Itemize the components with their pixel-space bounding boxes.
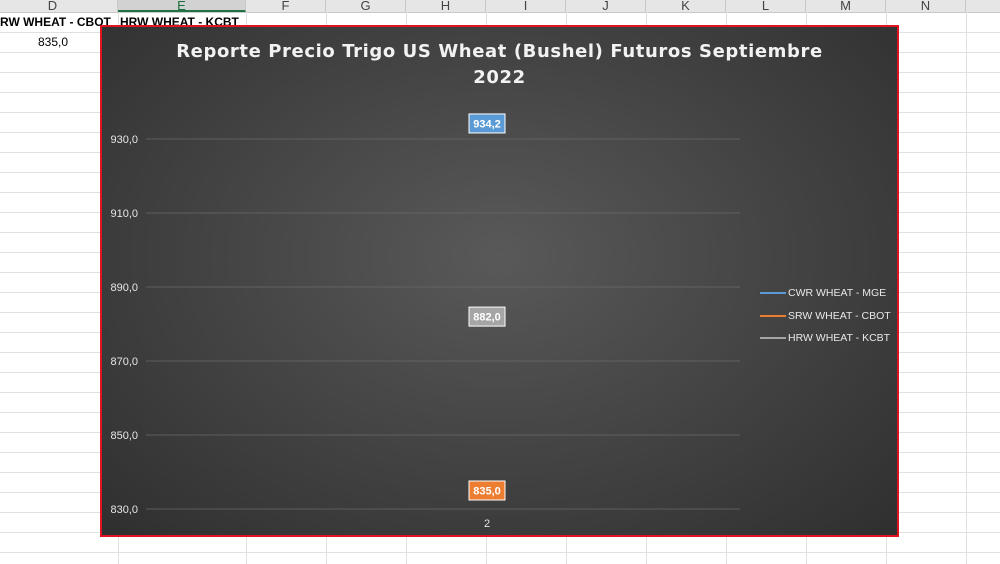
column-header-n[interactable]: N <box>886 0 966 12</box>
y-tick-label: 850,0 <box>110 430 138 442</box>
legend-label-srw: SRW WHEAT - CBOT <box>788 309 891 322</box>
x-tick-label: 2 <box>484 518 490 530</box>
column-header-k[interactable]: K <box>646 0 726 12</box>
y-tick-label: 910,0 <box>110 208 138 220</box>
y-tick-label: 930,0 <box>110 134 138 146</box>
chart-title-line-1: Reporte Precio Trigo US Wheat (Bushel) F… <box>176 41 823 62</box>
y-tick-label: 830,0 <box>110 504 138 516</box>
grid-column-line <box>966 12 967 564</box>
legend-label-cwr: CWR WHEAT - MGE <box>788 287 887 299</box>
legend-item-hrw[interactable]: HRW WHEAT - KCBT <box>760 330 897 353</box>
column-header-f[interactable]: F <box>246 0 326 12</box>
plot-area[interactable]: 830,0 850,0 870,0 890,0 910,0 930,0 2 934,2 835,… <box>102 27 897 535</box>
chart[interactable]: Reporte Precio Trigo US Wheat (Bushel) F… <box>100 25 899 537</box>
column-header-g[interactable]: G <box>326 0 406 12</box>
legend-label-hrw: HRW WHEAT - KCBT <box>788 332 891 344</box>
data-label-2: 882,0 <box>473 312 501 324</box>
legend-swatch-hrw <box>760 337 786 340</box>
y-tick-label: 870,0 <box>110 356 138 368</box>
data-label-0: 934,2 <box>473 118 501 130</box>
column-header-j[interactable]: J <box>566 0 646 12</box>
column-header-i[interactable]: I <box>486 0 566 12</box>
column-header-d[interactable]: D <box>0 0 118 12</box>
data-label-1: 835,0 <box>473 486 501 498</box>
data-label-box-1 <box>468 480 506 501</box>
data-label-box-0 <box>468 113 506 134</box>
legend-swatch-srw <box>760 314 786 317</box>
cell-d1[interactable]: RW WHEAT - CBOT <box>0 15 111 29</box>
y-tick-label: 890,0 <box>110 282 138 294</box>
chart-legend[interactable]: CWR WHEAT - MGE SRW WHEAT - CBOT HRW WHE… <box>760 285 897 353</box>
grid-row-line <box>0 552 1000 553</box>
legend-item-srw[interactable]: SRW WHEAT - CBOT <box>760 308 897 331</box>
column-header-m[interactable]: M <box>806 0 886 12</box>
chart-title-line-2: 2022 <box>473 67 526 88</box>
column-header-row: D E F G H I J K L M N <box>0 0 1000 13</box>
column-header-e[interactable]: E <box>118 0 246 12</box>
data-label-box-2 <box>468 306 506 327</box>
legend-swatch-cwr <box>760 292 786 295</box>
chart-title[interactable]: Reporte Precio Trigo US Wheat (Bushel) F… <box>102 39 897 91</box>
legend-item-cwr[interactable]: CWR WHEAT - MGE <box>760 285 897 308</box>
cell-d2[interactable]: 835,0 <box>38 35 69 49</box>
column-header-l[interactable]: L <box>726 0 806 12</box>
column-header-h[interactable]: H <box>406 0 486 12</box>
